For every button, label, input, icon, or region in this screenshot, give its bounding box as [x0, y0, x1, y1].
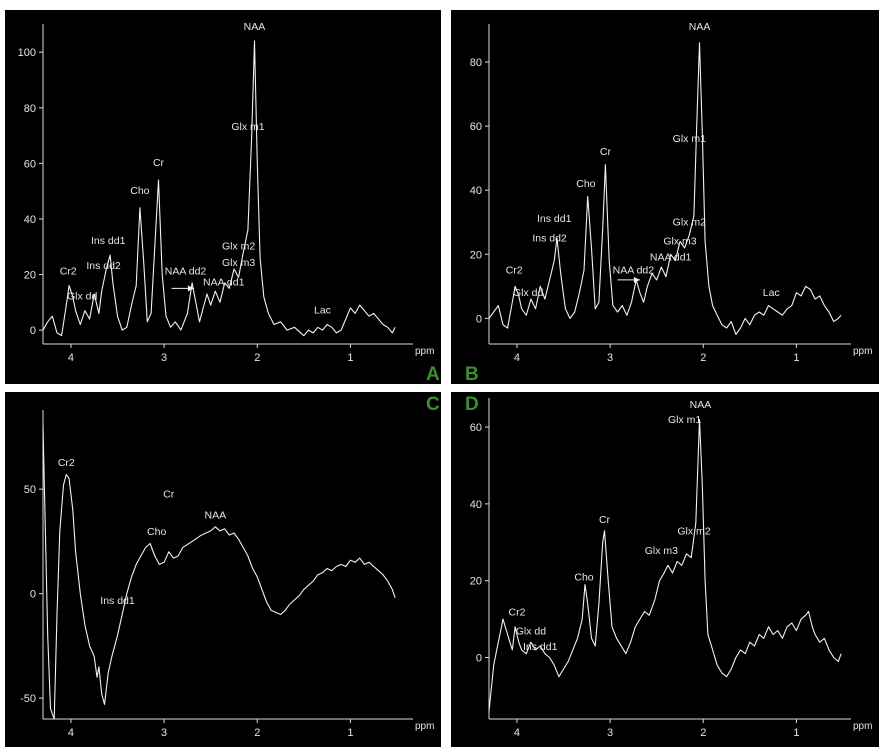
spectrum-line	[42, 426, 396, 720]
peak-label: Glx m3	[663, 236, 696, 248]
peak-label: Cr	[163, 488, 175, 500]
y-tick-label: 0	[476, 653, 482, 665]
peak-label: Lac	[314, 304, 331, 316]
peak-label: Cho	[130, 185, 149, 197]
peak-label: Ins dd2	[86, 260, 121, 272]
x-axis-unit: ppm	[853, 346, 872, 357]
y-tick-label: 60	[24, 158, 36, 170]
x-tick-label: 1	[347, 727, 353, 739]
peak-label: NAA	[690, 399, 712, 411]
x-tick-label: 3	[161, 352, 167, 364]
peak-label: Cr2	[58, 457, 75, 469]
peak-label: Glx m2	[673, 216, 706, 228]
panel-c: -50 0 50 4 3 2 1 ppm Cr2 Cr NAA Cho Ins dd1 C	[5, 392, 441, 747]
x-tick-label: 2	[700, 352, 706, 364]
y-tick-label: 0	[30, 325, 36, 337]
x-tick-label: 3	[607, 727, 613, 739]
y-tick-label: 100	[18, 47, 36, 59]
spectrum-line	[488, 418, 842, 712]
panel-a: 0 20 40 60 80 100 4 3 2 1 ppm NAA Glx m1 Cr Cho Ins dd1…	[5, 10, 441, 384]
arrow-head	[633, 276, 640, 283]
peak-label: Glx m1	[673, 133, 706, 145]
x-tick-label: 2	[700, 727, 706, 739]
x-axis-unit: ppm	[415, 346, 434, 357]
x-tick-label: 1	[347, 352, 353, 364]
peak-label: Cho	[147, 526, 166, 538]
peak-label: Cr	[599, 514, 611, 526]
panel-label-d: D	[465, 394, 479, 415]
peak-label: NAA dd2	[613, 265, 655, 277]
x-tick-label: 3	[607, 352, 613, 364]
peak-label: Glx m3	[645, 545, 678, 557]
y-tick-label: 50	[24, 484, 36, 496]
y-tick-label: 0	[476, 313, 482, 325]
peak-label: Glx m2	[222, 241, 255, 253]
panel-label-b: B	[465, 364, 479, 384]
y-tick-label: 20	[470, 576, 482, 588]
y-tick-label: 60	[470, 422, 482, 434]
peak-label: Glx m1	[231, 121, 264, 133]
y-tick-label: 80	[24, 103, 36, 115]
x-tick-label: 4	[514, 727, 520, 739]
peak-label: NAA dd1	[203, 277, 245, 289]
y-tick-label: 80	[470, 57, 482, 69]
peak-label: Cr	[153, 157, 165, 169]
x-tick-label: 2	[254, 727, 260, 739]
peak-label: NAA dd1	[650, 252, 692, 264]
peak-label: Ins dd1	[100, 595, 135, 607]
chart-a: 0 20 40 60 80 100 4 3 2 1 ppm NAA Glx m1 Cr Cho Ins dd1…	[18, 21, 435, 364]
peak-label: Glx dd	[516, 625, 547, 637]
peak-label: Ins dd2	[532, 232, 567, 244]
x-axis-unit: ppm	[853, 721, 872, 732]
x-tick-label: 1	[793, 352, 799, 364]
peak-label: NAA	[244, 21, 266, 33]
y-tick-label: 0	[30, 589, 36, 601]
x-axis-unit: ppm	[415, 721, 434, 732]
panel-d: 0 20 40 60 4 3 2 1 ppm NAA Glx m1 Glx m2 Glx m3 Cr Cho…	[451, 392, 879, 747]
chart-c: -50 0 50 4 3 2 1 ppm Cr2 Cr NAA Cho Ins dd1	[20, 410, 434, 739]
panel-b: 0 20 40 60 80 4 3 2 1 ppm NAA Glx m1 Cr Cho Ins dd1 Ins…	[451, 10, 879, 384]
chart-b: 0 20 40 60 80 4 3 2 1 ppm NAA Glx m1 Cr Cho Ins dd1 Ins…	[470, 21, 873, 364]
panel-label-c: C	[426, 394, 440, 415]
peak-label: Glx m3	[222, 257, 255, 269]
peak-label: Glx m1	[668, 414, 701, 426]
peak-label: Cr2	[506, 265, 523, 277]
x-tick-label: 1	[793, 727, 799, 739]
peak-label: Ins dd1	[523, 641, 558, 653]
spectrum-line	[488, 42, 842, 335]
peak-label: Cho	[574, 572, 593, 584]
peak-label: NAA	[205, 509, 227, 521]
peak-label: Lac	[763, 287, 780, 299]
y-tick-label: -50	[20, 693, 36, 705]
peak-label: Glx m2	[677, 526, 710, 538]
y-tick-label: 40	[470, 185, 482, 197]
y-tick-label: 60	[470, 121, 482, 133]
peak-label: Glx dd	[67, 291, 98, 303]
x-tick-label: 4	[68, 352, 74, 364]
y-tick-label: 20	[470, 249, 482, 261]
peak-label: Glx dd	[513, 287, 544, 299]
chart-d: 0 20 40 60 4 3 2 1 ppm NAA Glx m1 Glx m2 Glx m3 Cr Cho…	[470, 398, 872, 739]
x-tick-label: 4	[514, 352, 520, 364]
x-tick-label: 2	[254, 352, 260, 364]
y-tick-label: 40	[24, 214, 36, 226]
peak-label: Cr2	[508, 606, 525, 618]
panel-label-a: A	[426, 364, 440, 384]
peak-label: Ins dd1	[537, 213, 572, 225]
peak-label: Cr2	[60, 266, 77, 278]
x-tick-label: 3	[161, 727, 167, 739]
spectrum-line	[42, 40, 396, 337]
peak-label: NAA dd2	[165, 266, 207, 278]
x-tick-label: 4	[68, 727, 74, 739]
peak-label: Cho	[576, 178, 595, 190]
peak-label: NAA	[689, 21, 711, 33]
y-tick-label: 40	[470, 499, 482, 511]
peak-label: Cr	[600, 146, 612, 158]
y-tick-label: 20	[24, 270, 36, 282]
arrow-head	[187, 285, 194, 292]
peak-label: Ins dd1	[91, 235, 126, 247]
